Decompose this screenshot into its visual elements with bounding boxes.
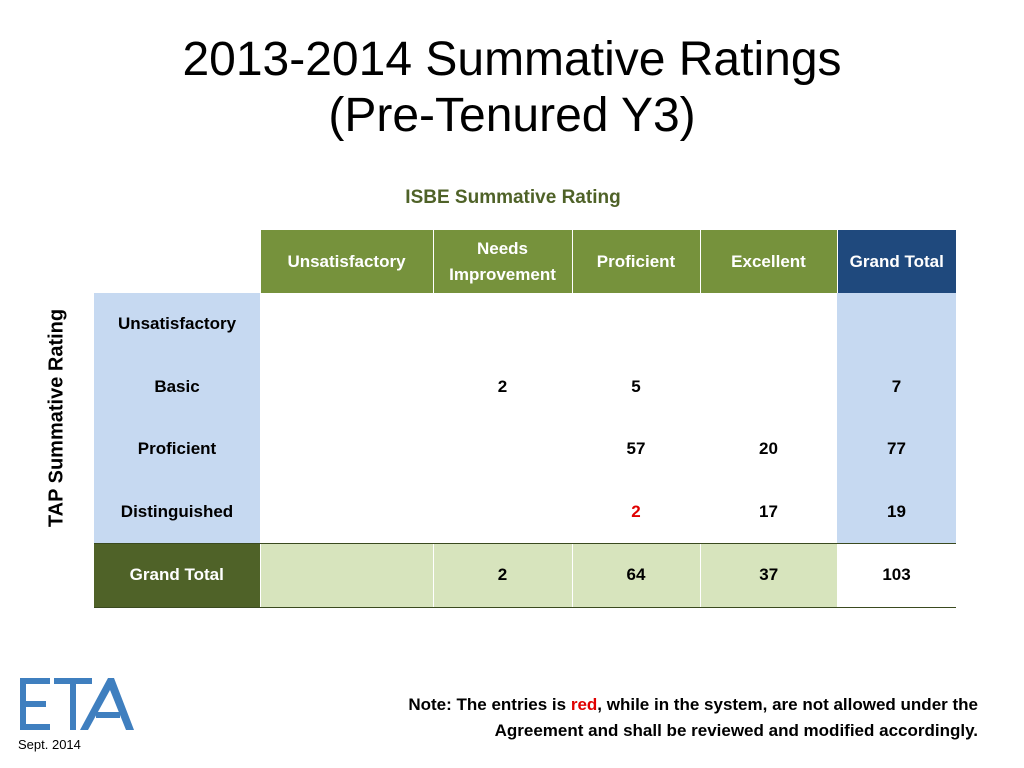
table-row: Basic 2 5 7 [94,355,956,419]
eta-logo [18,676,134,734]
title-line-1: 2013-2014 Summative Ratings [182,33,842,86]
header-row: Unsatisfactory Needs Improvement Profici… [94,230,956,293]
row-total-cell: 77 [837,418,956,481]
table-cell [260,418,433,481]
corner-cell [94,230,260,293]
table-cell [700,356,837,419]
grand-total-cell [259,543,433,608]
row-header-unsatisfactory: Unsatisfactory [94,293,260,356]
footer-date: Sept. 2014 [18,737,81,752]
col-header-proficient: Proficient [571,230,701,293]
table-cell: 5 [631,376,641,396]
grand-total-overall: 103 [837,543,956,608]
slide-title: 2013-2014 Summative Ratings (Pre-Tenured… [0,32,1024,144]
col-header-unsatisfactory: Unsatisfactory [259,230,434,293]
note-red-word: red [570,695,598,714]
table-row: Proficient 57 20 77 [94,418,956,481]
table-cell-flagged: 2 [631,501,641,521]
col-header-needs-improvement: Needs Improvement [432,230,573,293]
table-cell [260,481,433,544]
grand-total-cell: 64 [571,543,700,608]
table-cell: 2 [497,376,508,396]
row-header-distinguished: Distinguished [94,480,260,544]
table-cell: 57 [626,439,646,459]
table-row: Distinguished 2 17 19 [94,480,956,544]
ratings-table: Unsatisfactory Needs Improvement Profici… [94,230,956,608]
col-header-excellent: Excellent [699,230,838,293]
row-total-cell: 19 [837,480,956,544]
table-cell [700,293,837,356]
table-cell [572,293,700,356]
row-axis-label: TAP Summative Rating [45,308,68,528]
note-suffix: , while in the system, are not allowed u… [597,695,978,714]
row-header-proficient: Proficient [94,418,260,481]
row-header-basic: Basic [94,355,260,418]
table-cell [433,481,572,544]
title-line-2: (Pre-Tenured Y3) [328,89,696,142]
table-cell [260,356,433,419]
grand-total-label: Grand Total [94,543,260,608]
note-prefix: Note: The entries is [408,695,571,714]
grand-total-row: Grand Total 2 64 37 103 [94,543,956,608]
note-line-2: Agreement and shall be reviewed and modi… [494,721,978,740]
table-cell [433,418,572,481]
table-cell [260,293,433,356]
grand-total-cell: 37 [699,543,837,608]
col-header-grand-total: Grand Total [837,230,956,293]
column-axis-label: ISBE Summative Rating [405,187,621,208]
row-total-cell: 7 [837,355,956,418]
table-row: Unsatisfactory [94,293,956,356]
note-line-1: Note: The entries is red, while in the s… [408,692,978,718]
table-cell: 17 [759,501,778,521]
footer-note: Note: The entries is red, while in the s… [408,692,978,744]
col-header-needs-improvement-text: Needs Improvement [449,238,556,284]
table-cell [433,293,572,356]
table-cell: 20 [759,439,778,459]
row-total-cell [837,293,956,356]
grand-total-cell: 2 [432,543,572,608]
